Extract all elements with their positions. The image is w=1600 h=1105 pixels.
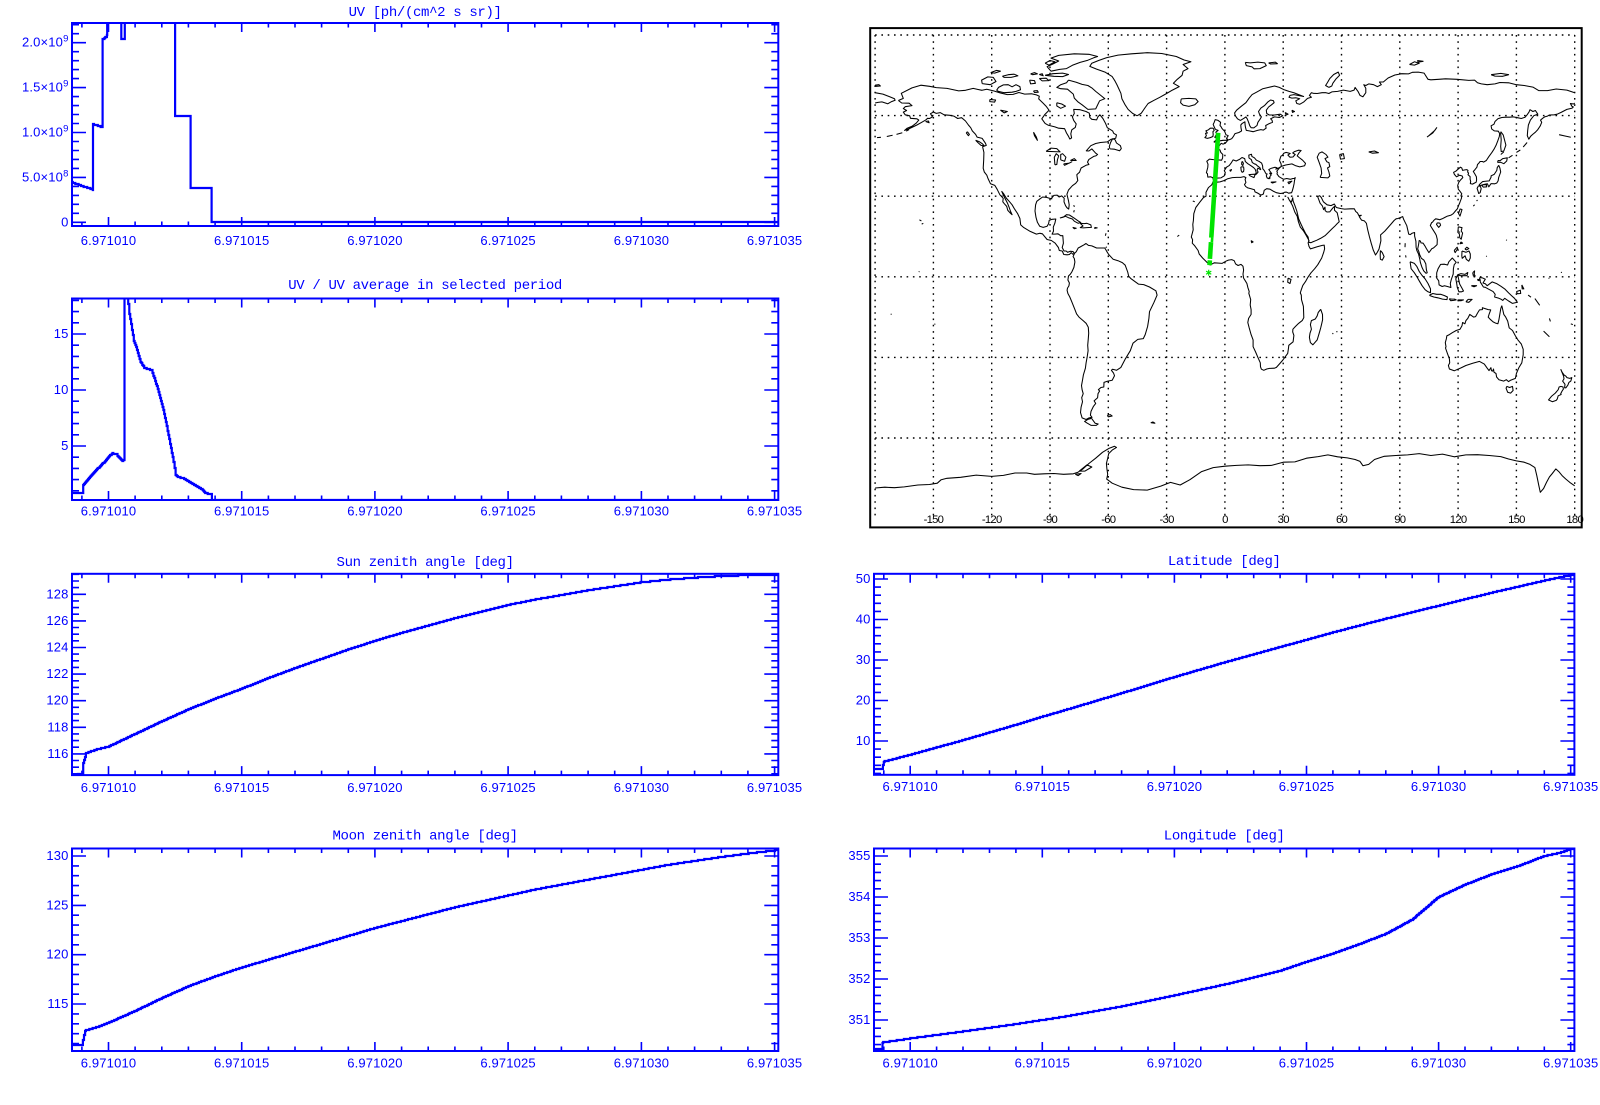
svg-text:5: 5 xyxy=(61,438,68,453)
svg-text:128: 128 xyxy=(46,586,68,601)
svg-text:0: 0 xyxy=(61,214,68,229)
svg-text:10: 10 xyxy=(54,382,69,397)
svg-text:30: 30 xyxy=(1278,514,1290,526)
svg-text:Sun zenith angle [deg]: Sun zenith angle [deg] xyxy=(337,555,514,571)
svg-text:-120: -120 xyxy=(982,514,1002,526)
svg-text:15: 15 xyxy=(54,326,69,341)
svg-text:130: 130 xyxy=(46,848,68,863)
svg-text:6.971010: 6.971010 xyxy=(81,233,136,248)
svg-text:40: 40 xyxy=(856,612,871,627)
svg-text:-150: -150 xyxy=(924,514,944,526)
svg-text:125: 125 xyxy=(46,897,68,912)
svg-text:6.971025: 6.971025 xyxy=(1279,779,1334,794)
svg-text:122: 122 xyxy=(46,666,68,681)
svg-text:6.971035: 6.971035 xyxy=(747,504,802,519)
svg-text:Longitude [deg]: Longitude [deg] xyxy=(1164,829,1285,845)
svg-text:6.971030: 6.971030 xyxy=(614,780,669,795)
svg-text:50: 50 xyxy=(856,571,871,586)
svg-text:-90: -90 xyxy=(1043,514,1058,526)
svg-text:6.971020: 6.971020 xyxy=(347,504,402,519)
svg-text:6.971025: 6.971025 xyxy=(1279,1056,1334,1071)
svg-text:150: 150 xyxy=(1508,514,1525,526)
svg-text:6.971010: 6.971010 xyxy=(81,1056,136,1071)
svg-text:118: 118 xyxy=(47,719,68,734)
svg-text:6.971030: 6.971030 xyxy=(614,233,669,248)
svg-text:180: 180 xyxy=(1566,514,1583,526)
svg-text:6.971015: 6.971015 xyxy=(214,780,269,795)
svg-text:6.971015: 6.971015 xyxy=(1015,1056,1070,1071)
svg-text:5.0×108: 5.0×108 xyxy=(22,168,68,184)
svg-text:6.971020: 6.971020 xyxy=(347,1056,402,1071)
svg-text:6.971025: 6.971025 xyxy=(480,233,535,248)
svg-text:6.971035: 6.971035 xyxy=(1543,779,1598,794)
svg-text:6.971035: 6.971035 xyxy=(1543,1056,1598,1071)
svg-text:353: 353 xyxy=(848,930,870,945)
svg-text:20: 20 xyxy=(856,693,871,708)
svg-text:126: 126 xyxy=(46,613,68,628)
svg-text:6.971030: 6.971030 xyxy=(1411,779,1466,794)
svg-text:354: 354 xyxy=(848,889,870,904)
svg-text:6.971010: 6.971010 xyxy=(81,504,136,519)
svg-text:10: 10 xyxy=(856,733,871,748)
svg-text:UV / UV average in selected pe: UV / UV average in selected period xyxy=(288,278,562,294)
svg-text:120: 120 xyxy=(1450,514,1467,526)
svg-text:6.971030: 6.971030 xyxy=(614,504,669,519)
svg-text:UV [ph/(cm^2 s sr)]: UV [ph/(cm^2 s sr)] xyxy=(349,5,502,21)
svg-text:120: 120 xyxy=(46,947,68,962)
svg-text:0: 0 xyxy=(1222,514,1228,526)
svg-text:6.971025: 6.971025 xyxy=(480,504,535,519)
svg-text:60: 60 xyxy=(1336,514,1348,526)
svg-text:6.971030: 6.971030 xyxy=(1411,1056,1466,1071)
svg-text:6.971015: 6.971015 xyxy=(214,233,269,248)
svg-text:6.971020: 6.971020 xyxy=(1147,779,1202,794)
svg-text:115: 115 xyxy=(47,996,68,1011)
svg-text:6.971020: 6.971020 xyxy=(347,233,402,248)
svg-text:6.971015: 6.971015 xyxy=(1015,779,1070,794)
svg-text:-30: -30 xyxy=(1160,514,1175,526)
svg-text:Moon zenith angle [deg]: Moon zenith angle [deg] xyxy=(333,829,518,845)
svg-text:6.971010: 6.971010 xyxy=(882,1056,937,1071)
svg-text:352: 352 xyxy=(848,971,870,986)
svg-text:30: 30 xyxy=(856,652,871,667)
svg-text:Latitude [deg]: Latitude [deg] xyxy=(1168,554,1281,570)
svg-text:6.971010: 6.971010 xyxy=(81,780,136,795)
svg-text:355: 355 xyxy=(848,848,870,863)
svg-text:116: 116 xyxy=(47,746,68,761)
svg-text:351: 351 xyxy=(848,1012,870,1027)
svg-text:1.5×109: 1.5×109 xyxy=(22,79,68,95)
svg-text:6.971010: 6.971010 xyxy=(882,779,937,794)
svg-text:6.971030: 6.971030 xyxy=(614,1056,669,1071)
svg-text:2.0×109: 2.0×109 xyxy=(22,34,68,50)
svg-text:6.971035: 6.971035 xyxy=(747,233,802,248)
svg-text:6.971025: 6.971025 xyxy=(480,1056,535,1071)
svg-text:6.971015: 6.971015 xyxy=(214,1056,269,1071)
svg-text:1.0×109: 1.0×109 xyxy=(22,124,68,140)
svg-text:6.971035: 6.971035 xyxy=(747,1056,802,1071)
svg-text:124: 124 xyxy=(46,640,68,655)
svg-text:6.971020: 6.971020 xyxy=(1147,1056,1202,1071)
svg-text:6.971020: 6.971020 xyxy=(347,780,402,795)
svg-text:6.971025: 6.971025 xyxy=(480,780,535,795)
svg-text:-60: -60 xyxy=(1101,514,1116,526)
svg-text:6.971035: 6.971035 xyxy=(747,780,802,795)
svg-text:120: 120 xyxy=(46,693,68,708)
svg-text:6.971015: 6.971015 xyxy=(214,504,269,519)
svg-text:90: 90 xyxy=(1394,514,1406,526)
